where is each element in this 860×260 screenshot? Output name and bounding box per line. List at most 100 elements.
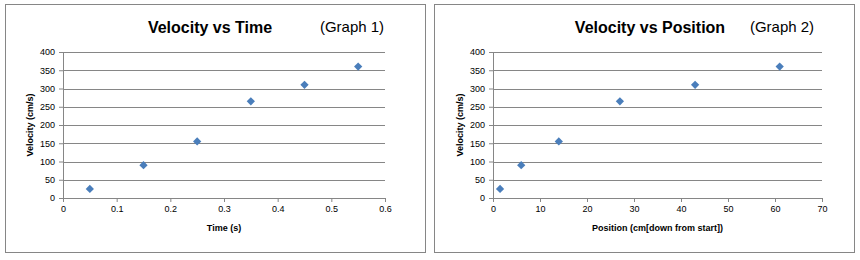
grid-line xyxy=(63,52,385,53)
grid-line xyxy=(493,198,822,199)
tick-label: 400 xyxy=(470,47,485,57)
tick-label: 50 xyxy=(45,175,55,185)
tick: 20 xyxy=(582,198,592,214)
x-axis-title: Time (s) xyxy=(207,223,241,233)
grid-line xyxy=(63,89,385,90)
tick-label: 50 xyxy=(475,175,485,185)
axis-line xyxy=(63,53,64,199)
point xyxy=(193,137,201,145)
tick-mark xyxy=(59,89,63,90)
tick-label: 350 xyxy=(40,66,55,76)
tick: 0 xyxy=(50,193,63,203)
grid-line xyxy=(493,107,822,108)
point xyxy=(354,62,362,70)
tick-label: 100 xyxy=(470,157,485,167)
tick: 40 xyxy=(676,198,686,214)
tick-label: 150 xyxy=(40,139,55,149)
tick: 0.6 xyxy=(379,198,392,214)
tick: 350 xyxy=(40,66,63,76)
points xyxy=(86,62,363,193)
tick-label: 10 xyxy=(535,204,545,214)
tick-label: 40 xyxy=(676,204,686,214)
tick-label: 70 xyxy=(817,204,827,214)
grid-line xyxy=(63,107,385,108)
tick-mark xyxy=(59,52,63,53)
tick-label: 0.1 xyxy=(111,204,124,214)
tick: 10 xyxy=(535,198,545,214)
annotation: (Graph 1) xyxy=(320,18,384,35)
tick: 0.3 xyxy=(218,198,231,214)
tick-mark xyxy=(775,198,776,202)
x-axis: 00.10.20.30.40.50.6 xyxy=(61,198,392,214)
tick-mark xyxy=(63,198,64,202)
tick: 400 xyxy=(470,47,493,57)
point xyxy=(691,81,699,89)
tick-label: 0.4 xyxy=(272,204,285,214)
tick-mark xyxy=(728,198,729,202)
tick-label: 350 xyxy=(470,66,485,76)
tick-mark xyxy=(540,198,541,202)
tick-mark xyxy=(822,198,823,202)
tick-label: 200 xyxy=(470,120,485,130)
tick: 0.5 xyxy=(326,198,339,214)
grid-line xyxy=(493,89,822,90)
grid-line xyxy=(493,143,822,144)
grid-line xyxy=(63,143,385,144)
tick: 0 xyxy=(480,193,493,203)
tick-label: 50 xyxy=(723,204,733,214)
tick: 50 xyxy=(475,175,493,185)
tick-label: 0 xyxy=(491,204,496,214)
tick-mark xyxy=(331,198,332,202)
tick-mark xyxy=(634,198,635,202)
grid xyxy=(493,53,822,199)
tick-label: 0.2 xyxy=(165,204,178,214)
tick: 350 xyxy=(470,66,493,76)
tick-mark xyxy=(385,198,386,202)
tick: 300 xyxy=(470,84,493,94)
points xyxy=(496,62,784,193)
tick-label: 0.5 xyxy=(326,204,339,214)
point xyxy=(300,81,308,89)
grid-line xyxy=(493,180,822,181)
tick: 70 xyxy=(817,198,827,214)
point xyxy=(517,161,525,169)
chart-frame xyxy=(6,5,426,253)
tick-mark xyxy=(59,198,63,199)
title: Velocity vs Position xyxy=(575,19,725,36)
tick-mark xyxy=(59,125,63,126)
tick: 200 xyxy=(470,120,493,130)
tick-mark xyxy=(489,162,493,163)
tick-label: 20 xyxy=(582,204,592,214)
point xyxy=(86,185,94,193)
point xyxy=(776,62,784,70)
y-axis: 050100150200250300350400 xyxy=(470,47,494,203)
tick-mark xyxy=(170,198,171,202)
tick-mark xyxy=(489,198,493,199)
tick-mark xyxy=(489,143,493,144)
tick: 50 xyxy=(723,198,733,214)
tick-mark xyxy=(59,107,63,108)
grid-line xyxy=(63,162,385,163)
x-axis: 010203040506070 xyxy=(491,198,828,214)
tick-label: 100 xyxy=(40,157,55,167)
tick-label: 200 xyxy=(40,120,55,130)
axis-line xyxy=(494,198,823,199)
title: Velocity vs Time xyxy=(148,19,272,36)
tick: 0.1 xyxy=(111,198,124,214)
chart-frame xyxy=(435,5,855,253)
y-axis-title: Velocity (cm/s) xyxy=(455,93,465,156)
point xyxy=(139,161,147,169)
grid-line xyxy=(493,125,822,126)
tick: 0.4 xyxy=(272,198,285,214)
tick: 30 xyxy=(629,198,639,214)
tick-mark xyxy=(59,70,63,71)
tick-label: 0 xyxy=(480,193,485,203)
tick-label: 250 xyxy=(470,102,485,112)
tick: 100 xyxy=(470,157,493,167)
tick: 400 xyxy=(40,47,63,57)
tick-mark xyxy=(489,89,493,90)
y-axis-title: Velocity (cm/s) xyxy=(25,93,35,156)
tick-label: 300 xyxy=(40,84,55,94)
grid xyxy=(63,53,385,199)
tick: 0.2 xyxy=(165,198,178,214)
